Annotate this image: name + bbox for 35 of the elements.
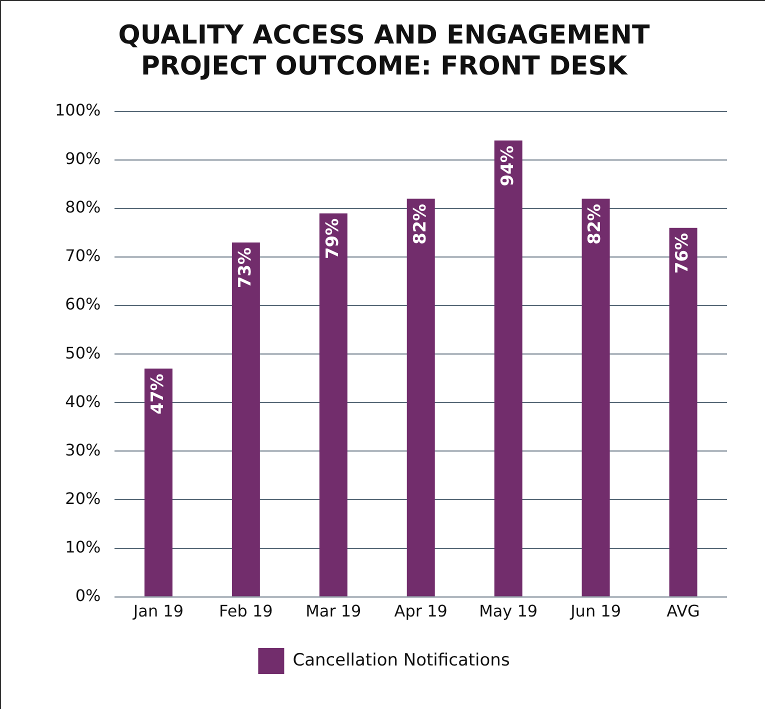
bar — [406, 198, 435, 596]
y-tick-label: 70% — [65, 246, 101, 266]
y-tick-label: 60% — [65, 294, 101, 314]
data-label: 76% — [672, 232, 693, 274]
data-label: 82% — [585, 204, 606, 244]
data-label: 73% — [235, 247, 256, 288]
y-tick-label: 80% — [65, 198, 101, 217]
bar — [669, 228, 698, 596]
y-tick-label: 0% — [75, 586, 101, 605]
x-tick-label: Mar 19 — [306, 602, 362, 621]
bar — [144, 368, 172, 596]
y-tick-label: 50% — [65, 343, 101, 362]
y-tick-label: 100% — [54, 100, 101, 120]
x-tick-label: Jan 19 — [132, 602, 184, 621]
bar — [582, 198, 610, 596]
text: PROJECT OUTCOME: FRONT DESK — [140, 52, 628, 82]
bar — [319, 213, 348, 596]
data-label: 79% — [322, 218, 343, 260]
y-tick-label: 10% — [65, 537, 101, 556]
x-tick-label: Apr 19 — [394, 602, 448, 621]
y-tick-label: 20% — [65, 488, 101, 508]
data-label: 94% — [498, 146, 518, 186]
y-tick-label: 40% — [65, 392, 101, 411]
bar — [494, 140, 522, 596]
data-label: 47% — [148, 374, 168, 414]
legend-label: Cancellation Notifications — [292, 650, 510, 670]
x-tick-label: Feb 19 — [219, 602, 273, 621]
x-tick-label: AVG — [666, 602, 700, 621]
x-tick-label: Jun 19 — [570, 602, 622, 621]
bar — [232, 242, 260, 596]
data-label: 82% — [410, 204, 430, 244]
text: QUALITY ACCESS AND ENGAGEMENT — [118, 20, 650, 50]
y-tick-label: 90% — [65, 149, 101, 168]
x-tick-label: May 19 — [479, 602, 538, 621]
y-tick-label: 30% — [65, 440, 101, 460]
